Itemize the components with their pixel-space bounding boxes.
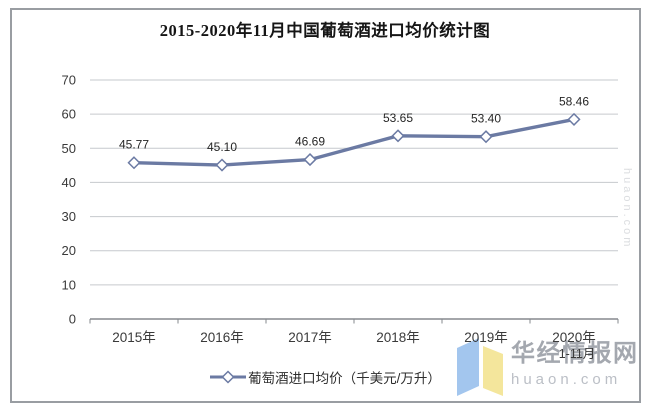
y-tick-label: 0 <box>69 312 76 327</box>
data-point-marker <box>567 112 581 126</box>
data-point-marker <box>303 153 317 167</box>
data-point-marker <box>391 129 405 143</box>
chart-frame <box>10 8 641 403</box>
data-point-marker <box>127 156 141 170</box>
y-tick-label: 70 <box>62 73 76 88</box>
x-tick-label: 2020年 <box>552 330 596 345</box>
x-tick-label: 2019年 <box>464 330 508 345</box>
x-tick-label: 2017年 <box>288 330 332 345</box>
chart-title: 2015-2020年11月中国葡萄酒进口均价统计图 <box>159 21 491 40</box>
y-tick-label: 10 <box>62 277 76 292</box>
series-line <box>132 117 576 167</box>
y-tick-label: 20 <box>62 243 76 258</box>
data-label: 46.69 <box>295 135 325 149</box>
data-label: 58.46 <box>559 94 589 108</box>
x-tick-label: 2016年 <box>200 330 244 345</box>
y-tick-label: 30 <box>62 209 76 224</box>
y-tick-label: 60 <box>62 107 76 122</box>
legend-line-diamond-icon <box>210 370 247 384</box>
data-label: 45.10 <box>207 140 237 154</box>
x-tick-label: 2018年 <box>376 330 420 345</box>
legend-label: 葡萄酒进口均价（千美元/万升） <box>248 371 441 386</box>
chart-legend: 葡萄酒进口均价（千美元/万升） <box>0 367 650 387</box>
data-point-marker <box>479 130 493 144</box>
x-tick-sublabel: 1-11月 <box>559 347 596 361</box>
data-label: 53.40 <box>471 112 501 126</box>
x-tick-label: 2015年 <box>112 330 156 345</box>
y-tick-label: 50 <box>62 141 76 156</box>
data-point-marker <box>215 158 229 172</box>
data-label: 45.77 <box>119 138 149 152</box>
watermark-vertical: huaon.com <box>621 168 633 250</box>
y-tick-label: 40 <box>62 175 76 190</box>
data-label: 53.65 <box>383 111 413 125</box>
